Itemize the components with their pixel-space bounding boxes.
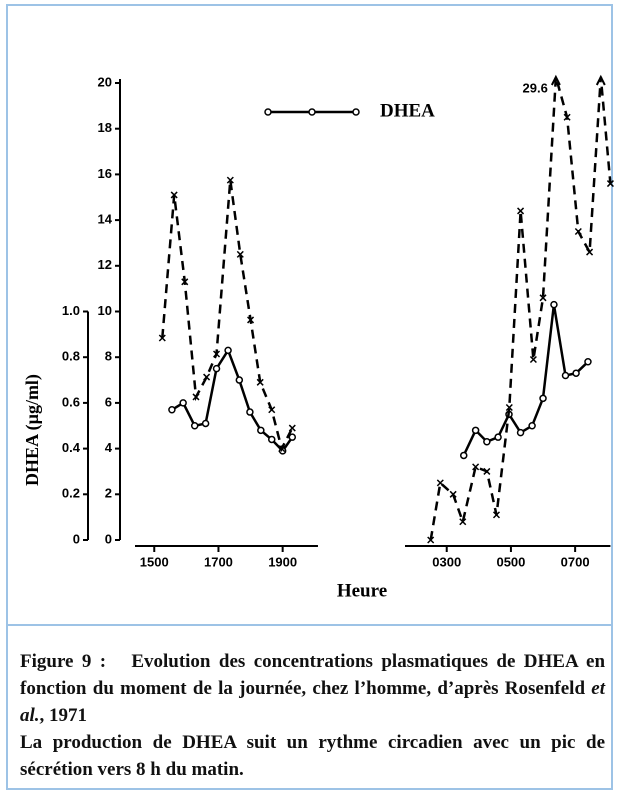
frame <box>6 4 613 790</box>
point <box>256 378 264 386</box>
y-tick-label: 0 <box>105 531 112 546</box>
caption-text: Evolution des concentrations plasmatique… <box>20 651 606 699</box>
point <box>247 316 255 324</box>
point <box>170 191 178 199</box>
legend-marker <box>352 108 360 116</box>
caption: Figure 9 : Evolution des concentrations … <box>20 648 605 783</box>
point <box>529 355 537 364</box>
point <box>224 346 232 355</box>
legend-marker <box>264 108 272 116</box>
caption-italic: et al. <box>20 678 605 726</box>
y2-tick-label: 1.0 <box>62 303 80 318</box>
x-axis-label: Heure <box>337 580 387 601</box>
legend-marker <box>308 108 316 116</box>
y2-tick-label: 0 <box>73 531 80 546</box>
y-tick-label: 2 <box>105 486 112 501</box>
chart: Heure DHEA (µg/ml) 0 2 4 6 8 10 12 14 16 18 20 0 0.2… <box>22 74 614 601</box>
point <box>471 426 480 435</box>
point <box>192 393 200 401</box>
point <box>213 350 221 358</box>
point <box>268 406 276 414</box>
separator <box>6 624 613 626</box>
point <box>517 207 525 215</box>
point <box>212 364 221 373</box>
point <box>278 445 286 453</box>
legend-label: DHEA <box>380 100 435 121</box>
y-tick-label: 10 <box>98 303 112 318</box>
x-tick-label: 1500 <box>140 554 169 569</box>
y-tick-label: 4 <box>105 440 113 455</box>
y2-tick-label: 0.8 <box>62 349 80 364</box>
point <box>492 511 501 519</box>
x-tick-label: 1700 <box>204 554 233 569</box>
point <box>483 437 491 446</box>
point <box>226 176 234 184</box>
point <box>459 518 467 526</box>
point <box>181 278 189 286</box>
point <box>472 463 480 471</box>
x-tick-label: 1900 <box>268 554 297 569</box>
offscale-arrow <box>550 74 561 86</box>
point <box>586 248 594 256</box>
y-tick-label: 12 <box>98 257 112 272</box>
point <box>179 399 187 407</box>
y-tick-label: 14 <box>98 212 113 227</box>
point <box>449 490 457 498</box>
y-tick-label: 8 <box>105 349 112 364</box>
point <box>574 227 582 236</box>
point <box>246 408 254 416</box>
point <box>539 294 547 302</box>
point <box>539 394 547 403</box>
caption-end: , 1971 <box>39 705 88 726</box>
point <box>201 419 210 428</box>
point <box>168 406 176 414</box>
point <box>584 358 592 366</box>
point <box>550 300 558 309</box>
value-label: 29.6 <box>523 80 548 95</box>
offscale-arrow <box>595 74 606 86</box>
y2-tick-label: 0.2 <box>62 486 80 501</box>
point <box>235 376 244 384</box>
point <box>203 373 211 381</box>
y2-tick-label: 0.4 <box>62 440 81 455</box>
y-tick-label: 16 <box>98 166 112 181</box>
caption-note: La production de DHEA suit un rythme cir… <box>20 732 605 780</box>
series-line <box>161 76 612 541</box>
series-line <box>171 304 589 457</box>
point <box>267 435 276 444</box>
y-tick-label: 6 <box>105 394 112 409</box>
point <box>505 403 513 412</box>
x-tick-label: 0700 <box>561 554 590 569</box>
x-tick-label: 0300 <box>432 554 461 569</box>
point <box>288 424 296 432</box>
point <box>483 467 491 475</box>
point <box>572 369 580 377</box>
point <box>563 113 571 121</box>
point <box>606 180 614 188</box>
x-tick-label: 0500 <box>496 554 525 569</box>
y-axis-label: DHEA (µg/ml) <box>22 374 43 486</box>
point <box>494 433 502 441</box>
point <box>561 371 570 380</box>
point <box>516 428 525 437</box>
y-tick-label: 18 <box>98 120 112 135</box>
point <box>257 426 265 435</box>
y-tick-label: 20 <box>98 74 112 89</box>
caption-para: Figure 9 : Evolution des concentrations … <box>20 648 605 729</box>
figure-number: Figure 9 : <box>20 651 107 672</box>
point <box>190 422 199 430</box>
y2-tick-label: 0.6 <box>62 394 80 409</box>
point <box>528 422 536 430</box>
point <box>436 479 444 487</box>
point <box>288 433 297 441</box>
point <box>236 250 244 258</box>
point <box>427 536 435 544</box>
point <box>158 334 166 342</box>
point <box>459 451 468 460</box>
